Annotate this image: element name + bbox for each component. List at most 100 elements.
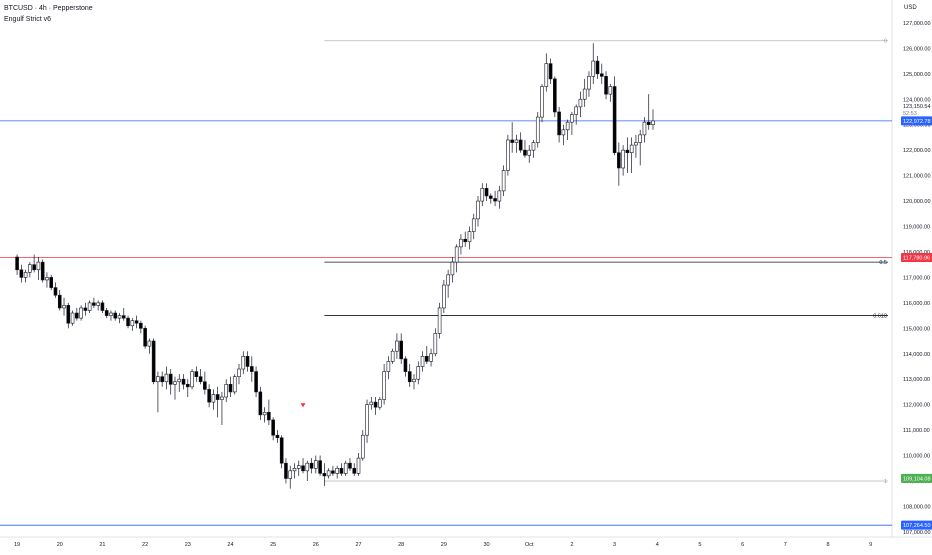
- x-tick-label: 21: [99, 542, 105, 548]
- y-tick-label: 125,000.00: [903, 72, 931, 78]
- candle-body: [343, 462, 348, 474]
- candle-body: [224, 383, 228, 398]
- candle-body: [501, 170, 506, 192]
- fib-level-label: 0.618: [873, 314, 887, 320]
- price-tag-label: 107,264.50: [903, 523, 931, 529]
- y-tick-label: 110,000.00: [903, 454, 930, 460]
- candle-body: [79, 307, 83, 319]
- candle-body: [19, 269, 24, 278]
- x-tick-label: 25: [270, 542, 276, 548]
- candle-body: [45, 277, 49, 281]
- candle-body: [32, 264, 36, 271]
- candle-body: [527, 149, 532, 156]
- candle-body: [395, 340, 399, 352]
- candle-body: [139, 322, 143, 329]
- candle-body: [271, 419, 275, 436]
- candle-body: [506, 139, 510, 171]
- candle-body: [70, 312, 75, 324]
- candle-body: [241, 356, 246, 370]
- candle-body: [134, 320, 139, 324]
- candle-body: [557, 111, 561, 136]
- red-level-line-tag: 117,780.96: [901, 253, 932, 263]
- price-tag-bg: [901, 116, 932, 126]
- candle-body: [194, 371, 199, 377]
- current-price-line-tag: 122,972.78: [901, 116, 932, 126]
- candle-body: [156, 376, 160, 383]
- candle-body: [433, 333, 438, 355]
- candle-body: [245, 356, 250, 367]
- candle-body: [130, 320, 135, 327]
- candle-body: [373, 401, 378, 408]
- price-tag-bg: [901, 520, 932, 530]
- candle-body: [151, 340, 156, 383]
- candle-body: [36, 261, 41, 271]
- y-tick-label: 114,000.00: [903, 352, 930, 358]
- x-tick-label: 3: [613, 542, 616, 548]
- price-tag-bg: [901, 473, 932, 483]
- engulf-signal-marker: [300, 403, 306, 408]
- candle-body: [160, 376, 164, 383]
- candle-body: [228, 383, 233, 393]
- y-tick-label: 124,000.00: [903, 97, 931, 103]
- candle-body: [164, 373, 169, 383]
- candle-body: [331, 470, 335, 474]
- candle-body: [489, 195, 493, 199]
- candle-body: [348, 462, 352, 469]
- candle-body: [87, 302, 92, 311]
- currency-label: USD: [904, 5, 917, 11]
- x-tick-label: Oct: [525, 542, 534, 548]
- candle-body: [587, 76, 591, 90]
- candle-body: [207, 389, 211, 403]
- candle-body: [23, 272, 28, 278]
- candle-body: [574, 106, 578, 115]
- candle-body: [484, 188, 489, 197]
- candle-body: [634, 142, 638, 146]
- y-tick-label: 127,000.00: [903, 21, 931, 27]
- candle-body: [561, 129, 566, 136]
- y-tick-label: 126,000.00: [903, 46, 931, 52]
- candle-body: [215, 394, 220, 400]
- candle-body: [326, 470, 331, 477]
- candle-body: [570, 114, 574, 123]
- x-tick-label: 9: [869, 542, 872, 548]
- candle-body: [612, 86, 617, 154]
- x-tick-label: 7: [784, 542, 787, 548]
- candle-body: [369, 401, 374, 405]
- price-tag-label: 117,780.96: [903, 256, 930, 262]
- candle-body: [309, 462, 314, 469]
- y-tick-label: 117,000.00: [903, 275, 930, 281]
- candle-body: [437, 307, 442, 334]
- indicator-label[interactable]: Engulf Strict v6: [4, 16, 52, 23]
- candle-body: [275, 434, 280, 439]
- candle-body: [638, 134, 642, 143]
- candle-body: [143, 328, 147, 347]
- candle-body: [454, 246, 459, 263]
- candle-body: [40, 261, 45, 281]
- symbol-title[interactable]: BTCUSD · 4h · Pepperstone: [4, 5, 93, 12]
- candle-body: [399, 340, 403, 360]
- candle-body: [420, 356, 425, 367]
- candle-body: [450, 261, 455, 276]
- x-tick-label: 27: [355, 542, 361, 548]
- candle-body: [92, 302, 96, 306]
- price-tag-label: 109,104.08: [903, 476, 931, 482]
- y-tick-label: 122,000.00: [903, 148, 931, 154]
- candle-body: [493, 198, 497, 202]
- candle-body: [407, 371, 412, 383]
- candle-body: [365, 404, 369, 436]
- candle-body: [476, 200, 480, 220]
- candle-body: [262, 411, 267, 416]
- candle-body: [185, 383, 190, 388]
- candle-body: [535, 116, 540, 143]
- candle-body: [126, 317, 130, 327]
- candle-body: [412, 378, 416, 383]
- fib-level-label: 1: [884, 479, 887, 485]
- candle-body: [258, 391, 263, 416]
- bar-countdown: 52:53: [903, 111, 917, 117]
- candle-body: [386, 361, 391, 372]
- candle-body: [168, 373, 173, 385]
- x-tick-label: 24: [227, 542, 233, 548]
- candle-body: [322, 473, 327, 477]
